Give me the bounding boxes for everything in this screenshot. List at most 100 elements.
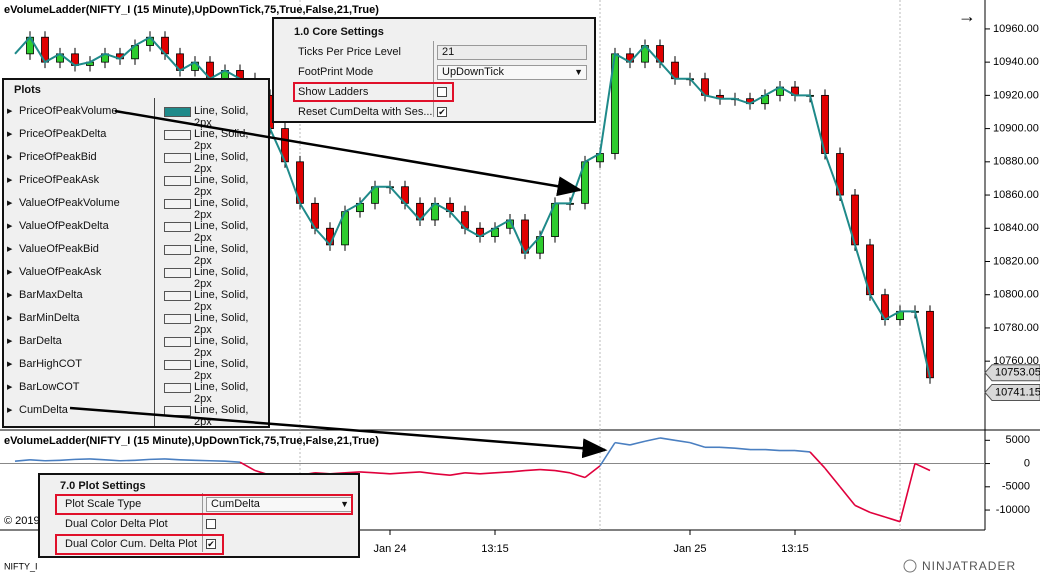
plot-row: ▶ BarDelta Line, Solid, 2px: [4, 332, 268, 359]
cumdelta-segment: [554, 469, 571, 474]
setting-label: Reset CumDelta with Ses...: [298, 106, 433, 118]
plot-name: BarDelta: [19, 335, 62, 347]
cumdelta-segment: [539, 468, 556, 472]
plot-style: Line, Solid, 2px: [194, 335, 249, 359]
plot-swatch: [164, 360, 191, 370]
cumdelta-segment: [404, 471, 421, 474]
cumdelta-segment: [629, 440, 646, 446]
plot-row: ▶ ValueOfPeakVolume Line, Solid, 2px: [4, 194, 268, 221]
cumdelta-segment: [89, 458, 106, 461]
cumdelta-segment: [134, 458, 151, 462]
core-settings-panel: 1.0 Core Settings Ticks Per Price Level 2…: [272, 17, 596, 123]
y-tick-label: 10960.00: [993, 23, 1039, 35]
plots-panel: Plots ▶ PriceOfPeakVolume Line, Solid, 2px…: [2, 78, 270, 428]
checkbox[interactable]: [437, 87, 447, 97]
cumdelta-segment: [584, 465, 601, 479]
setting-row: Reset CumDelta with Ses... ✔: [274, 103, 594, 123]
arrow-icon: ▶: [7, 177, 13, 184]
plot-row: ▶ CumDelta Line, Solid, 2px: [4, 401, 268, 428]
y-tick-label: 10900.00: [993, 122, 1039, 134]
cumdelta-segment: [764, 448, 781, 452]
plot-swatch: [164, 107, 191, 117]
cumdelta-segment: [104, 459, 121, 462]
x-tick-label: Jan 25: [673, 543, 706, 555]
chart-title: eVolumeLadder(NIFTY_I (15 Minute),UpDown…: [4, 4, 379, 16]
logo-icon: [903, 559, 917, 573]
plot-name: ValueOfPeakAsk: [19, 266, 102, 278]
cumdelta-segment: [839, 486, 856, 506]
cumdelta-segment: [914, 462, 931, 472]
cumdelta-segment: [419, 471, 436, 475]
plot-row: ▶ PriceOfPeakBid Line, Solid, 2px: [4, 148, 268, 175]
y-tick-label: 10840.00: [993, 222, 1039, 234]
plot-name: PriceOfPeakAsk: [19, 174, 100, 186]
highlight: [55, 534, 224, 555]
plot-style: Line, Solid, 2px: [194, 404, 249, 428]
x-tick-label: 13:15: [481, 543, 509, 555]
cumdelta-segment: [899, 463, 916, 522]
cumdelta-segment: [794, 449, 811, 453]
cumdelta-segment: [884, 516, 901, 523]
cumdelta-segment: [464, 472, 481, 475]
y-tick-label: 10820.00: [993, 255, 1039, 267]
setting-row: FootPrint Mode UpDownTick ▼: [274, 63, 594, 83]
setting-label: Plot Scale Type: [65, 498, 142, 510]
setting-row: Dual Color Delta Plot: [40, 515, 358, 535]
checkbox[interactable]: [206, 519, 216, 529]
plot-name: PriceOfPeakDelta: [19, 128, 107, 140]
arrow-icon: ▶: [7, 223, 13, 230]
price-line: [14, 35, 931, 378]
plot-swatch: [164, 222, 191, 232]
plot-row: ▶ BarLowCOT Line, Solid, 2px: [4, 378, 268, 405]
dropdown[interactable]: UpDownTick ▼: [437, 65, 587, 80]
plot-swatch: [164, 245, 191, 255]
dropdown-arrow: ▼: [574, 67, 583, 77]
plot-swatch: [164, 406, 191, 416]
plot-swatch: [164, 383, 191, 393]
checkbox[interactable]: ✔: [206, 539, 216, 549]
cumdelta-segment: [224, 460, 241, 463]
plot-row: ▶ ValueOfPeakAsk Line, Solid, 2px: [4, 263, 268, 290]
cumdelta-segment: [719, 446, 736, 450]
plot-swatch: [164, 153, 191, 163]
cumdelta-segment: [14, 459, 31, 463]
cumdelta-segment: [644, 437, 661, 443]
price-marker-label: 10753.05: [995, 367, 1040, 379]
cumdelta-segment: [524, 468, 541, 472]
logo: NINJATRADER: [922, 559, 1016, 573]
panel-title: Plots: [14, 84, 41, 96]
setting-label: Dual Color Delta Plot: [65, 518, 168, 530]
plot-swatch: [164, 291, 191, 301]
cumdelta-segment: [809, 451, 826, 469]
arrow-icon: ▶: [7, 384, 13, 391]
copyright: © 2019: [4, 515, 40, 527]
price-marker-label: 10741.15: [995, 386, 1040, 398]
cumdelta-segment: [359, 471, 376, 474]
plot-row: ▶ BarHighCOT Line, Solid, 2px: [4, 355, 268, 382]
arrow-icon: ▶: [7, 338, 13, 345]
cumdelta-segment: [824, 467, 841, 488]
setting-row: Plot Scale Type CumDelta ▼: [40, 495, 358, 515]
y2-tick-label: -5000: [1002, 481, 1030, 493]
plot-name: PriceOfPeakBid: [19, 151, 97, 163]
y2-tick-label: -10000: [996, 504, 1030, 516]
cumdelta-segment: [494, 471, 511, 474]
arrow-icon: ▶: [7, 154, 13, 161]
plot-style: Line, Solid, 2px: [194, 289, 249, 313]
plot-swatch: [164, 199, 191, 209]
arrow-icon: ▶: [7, 200, 13, 207]
cursor-arrow-icon[interactable]: →: [958, 6, 976, 26]
cumdelta-segment: [614, 441, 631, 446]
cumdelta-segment: [674, 439, 691, 444]
cumdelta-segment: [239, 461, 256, 472]
instrument: NIFTY_I: [4, 561, 38, 571]
divider: [154, 98, 155, 426]
arrow-icon: ▶: [7, 361, 13, 368]
plot-row: ▶ PriceOfPeakDelta Line, Solid, 2px: [4, 125, 268, 152]
plot-settings-panel: 7.0 Plot Settings Plot Scale Type CumDelt…: [38, 473, 360, 558]
dropdown[interactable]: CumDelta ▼: [206, 497, 353, 512]
text-input[interactable]: 21: [437, 45, 587, 60]
price-marker: [984, 364, 1040, 382]
plot-name: BarHighCOT: [19, 358, 82, 370]
checkbox[interactable]: ✔: [437, 107, 447, 117]
